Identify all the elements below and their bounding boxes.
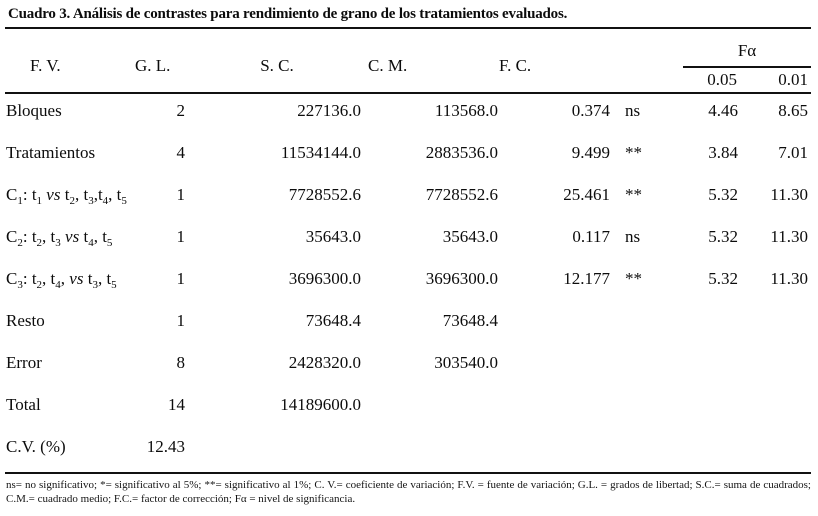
- cell-fv: Error: [6, 353, 42, 372]
- cell-sc: 11534144.0: [280, 143, 361, 162]
- cell-f01: [739, 304, 811, 346]
- cell-fc: 0.117: [572, 227, 610, 246]
- cell-gl: 12.43: [146, 437, 185, 456]
- cell-sc: 73648.4: [305, 311, 361, 330]
- header-falpha-group: Fα: [653, 28, 811, 68]
- cell-sc: 14189600.0: [280, 395, 361, 414]
- cell-sc: [192, 430, 362, 473]
- header-gl: G. L.: [135, 55, 171, 75]
- cell-f05: [653, 346, 739, 388]
- header-cm: C. M.: [368, 55, 408, 75]
- cell-gl: 1: [176, 185, 186, 204]
- table-row: Bloques 2 227136.0 113568.0 0.374 ns 4.46 8.65: [5, 93, 811, 136]
- cell-cm: 113568.0: [434, 101, 498, 120]
- header-row-main: F. V. G. L. S. C. C. M. F. C. Fα: [5, 28, 811, 75]
- cell-sig: **: [625, 143, 642, 162]
- header-alpha-01: 0.01: [778, 70, 808, 89]
- header-falpha: Fα: [737, 41, 757, 60]
- cell-gl: 14: [168, 395, 185, 414]
- cell-fc: 12.177: [563, 269, 610, 288]
- cell-f05: 5.32: [708, 269, 738, 288]
- cell-sig: ns: [625, 101, 641, 120]
- header-fc: F. C.: [499, 55, 532, 75]
- cell-fc: [499, 346, 611, 388]
- cell-f01: [739, 346, 811, 388]
- table-row: C3: t2, t4, vs t3, t5 1 3696300.0 3696300.0…: [5, 262, 811, 304]
- table-row: Resto 1 73648.4 73648.4: [5, 304, 811, 346]
- cell-cm: 73648.4: [442, 311, 498, 330]
- cell-gl: 1: [176, 269, 186, 288]
- cell-cm: 303540.0: [434, 353, 498, 372]
- cell-gl: 2: [176, 101, 186, 120]
- cell-fv: Total: [6, 395, 41, 414]
- cell-f01: 11.30: [770, 227, 808, 246]
- cell-cm: [362, 388, 499, 430]
- cell-f05: [653, 430, 739, 473]
- cell-sig: [611, 304, 653, 346]
- cell-sc: 2428320.0: [288, 353, 361, 372]
- cell-f05: 4.46: [708, 101, 738, 120]
- cell-f05: 3.84: [708, 143, 738, 162]
- cell-sc: 7728552.6: [288, 185, 361, 204]
- table-row: Total 14 14189600.0: [5, 388, 811, 430]
- cell-gl: 1: [176, 227, 186, 246]
- falpha-underline: Fα: [683, 37, 811, 68]
- cell-sig: **: [625, 185, 642, 204]
- cell-gl: 1: [176, 311, 186, 330]
- cell-fv: Bloques: [6, 101, 62, 120]
- cell-sig: **: [625, 269, 642, 288]
- cell-cm: 35643.0: [442, 227, 498, 246]
- cell-fc: 9.499: [571, 143, 610, 162]
- cell-fv: Resto: [6, 311, 45, 330]
- cell-sc: 227136.0: [297, 101, 361, 120]
- table-row: C2: t2, t3 vs t4, t5 1 35643.0 35643.0 0.117…: [5, 220, 811, 262]
- cell-fv: C2: t2, t3 vs t4, t5: [6, 227, 113, 249]
- table-body: Bloques 2 227136.0 113568.0 0.374 ns 4.46 8.65 T…: [5, 93, 811, 473]
- document-page: Cuadro 3. Análisis de contrastes para re…: [0, 6, 818, 516]
- cell-sig: [611, 388, 653, 430]
- cell-fc: 0.374: [571, 101, 610, 120]
- cell-sc: 35643.0: [305, 227, 361, 246]
- cell-fc: 25.461: [563, 185, 610, 204]
- cell-fv: Tratamientos: [6, 143, 96, 162]
- cell-fv: C.V. (%): [6, 437, 66, 456]
- cell-f01: 8.65: [778, 101, 808, 120]
- table-footnote: ns= no significativo; *= significativo a…: [6, 479, 811, 505]
- cell-sc: 3696300.0: [288, 269, 361, 288]
- cell-fc: [499, 430, 611, 473]
- cell-fv: C1: t1 vs t2, t3,t4, t5: [6, 185, 127, 207]
- contrast-table: F. V. G. L. S. C. C. M. F. C. Fα 0.05 0.…: [5, 27, 811, 474]
- cell-f05: 5.32: [708, 185, 738, 204]
- cell-gl: 8: [176, 353, 186, 372]
- cell-gl: 4: [176, 143, 186, 162]
- header-sig-spacer: [611, 28, 653, 93]
- header-fv: F. V.: [30, 55, 61, 75]
- table-row: Tratamientos 4 11534144.0 2883536.0 9.499 ** 3…: [5, 136, 811, 178]
- cell-f01: 11.30: [770, 269, 808, 288]
- cell-f05: 5.32: [708, 227, 738, 246]
- cell-sig: [611, 346, 653, 388]
- cell-sig: ns: [625, 227, 641, 246]
- header-alpha-05: 0.05: [707, 70, 737, 89]
- cell-f01: [739, 430, 811, 473]
- table-row: C.V. (%) 12.43: [5, 430, 811, 473]
- cell-cm: 7728552.6: [425, 185, 498, 204]
- cell-fv: C3: t2, t4, vs t3, t5: [6, 269, 117, 291]
- table-row: Error 8 2428320.0 303540.0: [5, 346, 811, 388]
- cell-cm: 2883536.0: [425, 143, 498, 162]
- cell-f05: [653, 388, 739, 430]
- table-row: C1: t1 vs t2, t3,t4, t5 1 7728552.6 7728552…: [5, 178, 811, 220]
- cell-fc: [499, 304, 611, 346]
- cell-f01: [739, 388, 811, 430]
- cell-f05: [653, 304, 739, 346]
- cell-cm: 3696300.0: [425, 269, 498, 288]
- cell-sig: [611, 430, 653, 473]
- header-sc: S. C.: [260, 55, 294, 75]
- cell-f01: 7.01: [778, 143, 808, 162]
- cell-f01: 11.30: [770, 185, 808, 204]
- table-head: F. V. G. L. S. C. C. M. F. C. Fα 0.05 0.…: [5, 28, 811, 93]
- cell-fc: [499, 388, 611, 430]
- cell-cm: [362, 430, 499, 473]
- table-title: Cuadro 3. Análisis de contrastes para re…: [8, 6, 568, 22]
